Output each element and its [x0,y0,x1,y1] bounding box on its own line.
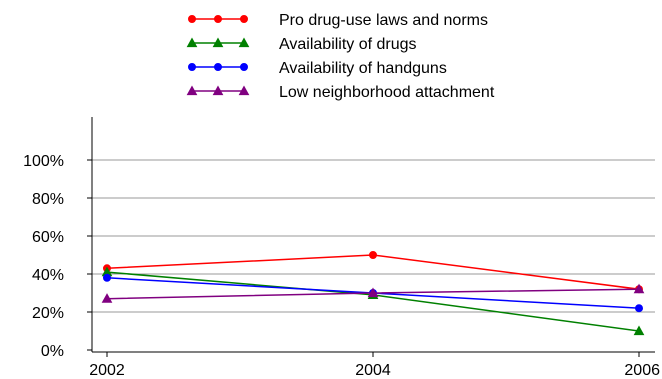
gridlines [92,159,655,313]
y-tick-label: 40% [32,267,64,284]
y-tick-label: 60% [32,229,64,246]
y-tick-label: 100% [23,153,64,170]
series-2 [101,266,645,336]
legend-marker [212,85,224,96]
y-tick-label: 80% [32,191,64,208]
data-point [633,325,645,336]
legend-label: Pro drug-use laws and norms [279,12,488,29]
legend-marker [214,15,222,23]
legend-marker [186,37,198,48]
legend-marker [238,85,250,96]
data-point [369,251,377,259]
legend-marker [186,85,198,96]
x-ticks: 2002 2004 2006 [89,352,660,379]
series-4 [101,283,645,303]
data-point [633,283,645,294]
legend-entry: Low neighborhood attachment [186,84,495,101]
x-tick-label: 2006 [624,362,660,379]
x-tick-label: 2002 [89,362,125,379]
legend-marker [240,63,248,71]
legend-marker [240,15,248,23]
data-point [101,293,113,303]
y-tick-label: 20% [32,305,64,322]
legend-entry: Availability of drugs [186,36,417,53]
y-tick-label: 0% [41,343,64,360]
legend-label: Availability of drugs [279,36,417,53]
axes [91,117,655,353]
legend-marker [238,37,250,48]
y-ticks: 0% 20% 40% 60% 80% 100% [23,153,92,360]
series-1 [103,251,643,294]
legend-label: Availability of handguns [279,60,447,77]
legend-entry: Pro drug-use laws and norms [188,12,488,29]
legend-marker [188,63,196,71]
data-point [103,273,111,282]
data-point [367,287,379,298]
data-point [635,304,643,313]
series-group [101,251,645,336]
series-line [106,271,640,332]
legend-marker [212,37,224,48]
legend-label: Low neighborhood attachment [279,84,495,101]
legend-entry: Availability of handguns [188,60,447,77]
series-line [106,254,640,290]
x-tick-label: 2004 [355,362,391,379]
legend: Pro drug-use laws and norms Availability … [186,12,495,101]
legend-marker [188,15,196,23]
legend-marker [214,63,222,71]
